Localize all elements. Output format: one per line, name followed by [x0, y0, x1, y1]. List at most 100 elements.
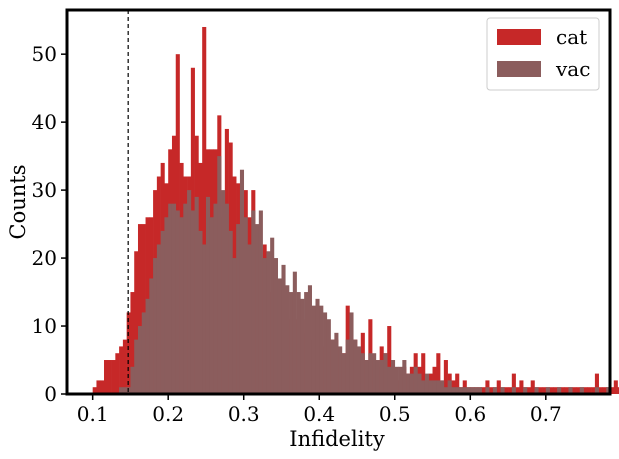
cat-bar [504, 387, 509, 394]
vac-bar [243, 217, 248, 394]
cat-bar [111, 360, 116, 394]
cat-bar [455, 373, 460, 394]
cat-bar [202, 26, 207, 395]
axis-ticks: 0.1 0.2 0.3 0.4 0.5 0.6 0.7 0 10 20 30 40 50 [32, 42, 562, 426]
vac-bar [349, 312, 354, 394]
vac-bar [421, 380, 426, 394]
x-tick-label: 0.3 [228, 402, 260, 426]
vac-bar [455, 387, 460, 394]
cat-bar [104, 360, 109, 394]
cat-bar [576, 387, 581, 394]
vac-bar [436, 380, 441, 394]
vac-bar [330, 339, 335, 394]
vac-bar [474, 387, 479, 394]
cat-bar [489, 387, 494, 394]
vac-bar [372, 353, 377, 394]
cat-bar [92, 387, 97, 394]
y-axis-label: Counts [6, 165, 30, 240]
vac-bar [466, 387, 471, 394]
cat-bar [549, 387, 554, 394]
vac-bar [130, 366, 135, 394]
cat-bar [100, 380, 105, 394]
cat-bar [432, 366, 437, 394]
plot-frame [65, 8, 612, 396]
cat-bar [598, 387, 603, 394]
vac-bar [134, 339, 139, 394]
cat-bar [387, 326, 392, 394]
vac-bar [402, 360, 407, 394]
vac-bar [406, 373, 411, 394]
cat-bar [141, 224, 146, 394]
legend-swatch-cat [497, 29, 541, 45]
x-tick-label: 0.7 [530, 402, 562, 426]
x-tick-label: 0.5 [379, 402, 411, 426]
y-tick-label: 50 [32, 42, 57, 66]
vac-bar [334, 332, 339, 394]
vac-bar [255, 224, 260, 394]
cat-bar [553, 387, 558, 394]
vac-bar [247, 244, 252, 394]
vac-bar [292, 271, 297, 394]
cat-bar [107, 360, 112, 394]
y-tick-label: 30 [32, 178, 57, 202]
vac-bar [304, 292, 309, 394]
vac-bar [440, 380, 445, 394]
vac-bar [281, 264, 286, 394]
vac-bar [368, 353, 373, 394]
vac-bar [568, 387, 573, 394]
vac-bar [451, 387, 456, 394]
vac-bar [194, 196, 199, 394]
vac-bar [213, 203, 218, 394]
legend-label-vac: vac [555, 57, 590, 81]
vac-bar [319, 305, 324, 394]
vac-bar [160, 230, 165, 394]
vac-bar [119, 387, 124, 394]
cat-bar [591, 387, 596, 394]
cat-bar [560, 387, 565, 394]
cat-bar [511, 373, 516, 394]
vac-bar [523, 387, 528, 394]
cat-bar [436, 353, 441, 394]
y-tick-label: 10 [32, 314, 57, 338]
x-axis-label: Infidelity [289, 427, 385, 451]
cat-bar [519, 380, 524, 394]
cat-bar [137, 224, 143, 394]
vac-bar [534, 387, 539, 394]
vac-bar [285, 285, 290, 394]
cat-bar [508, 387, 513, 394]
cat-bar [542, 387, 547, 394]
vac-bar [323, 312, 328, 394]
vac-bar [470, 387, 475, 394]
vac-bar [153, 258, 158, 394]
vac-bar [511, 387, 516, 394]
cat-bar [587, 387, 592, 394]
vac-bar [183, 203, 188, 394]
vac-bar [289, 292, 294, 394]
vac-bar [379, 360, 384, 394]
vac-bar [394, 366, 399, 394]
vac-bar [190, 210, 195, 394]
vac-bar [137, 326, 143, 394]
cat-bar [115, 353, 120, 394]
cat-bar [119, 346, 124, 394]
vac-bar [326, 319, 331, 394]
cat-bar [526, 387, 532, 394]
vac-bar [428, 380, 433, 394]
vac-bar [179, 217, 184, 394]
vac-bar [239, 169, 245, 394]
vac-bar [198, 230, 203, 394]
vac-bar [387, 366, 392, 394]
legend-swatch-vac [497, 61, 541, 77]
vac-bar [311, 305, 316, 394]
vac-bar [296, 292, 301, 394]
vac-bar [141, 312, 146, 394]
cat-bar [130, 292, 135, 394]
vac-bar [236, 224, 241, 394]
vac-bar [409, 373, 414, 394]
cat-bar [572, 387, 577, 394]
cat-bar [594, 373, 599, 394]
vac-bar [398, 366, 403, 394]
vac-bar [187, 190, 192, 394]
vac-bar [485, 387, 490, 394]
vac-bar [345, 339, 350, 394]
